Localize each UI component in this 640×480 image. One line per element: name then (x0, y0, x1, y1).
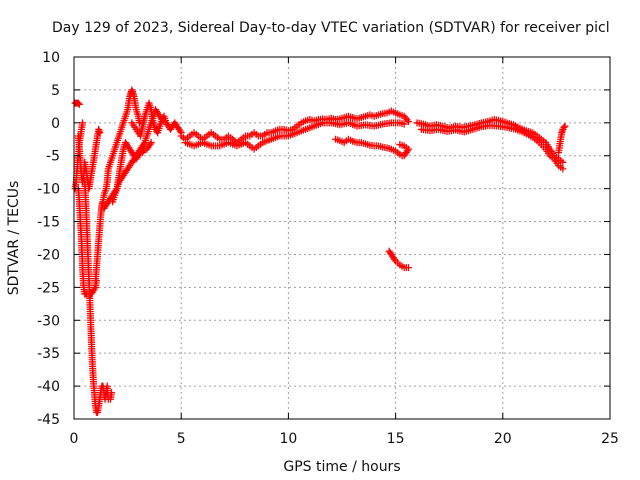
data-point (403, 147, 411, 155)
y-tick-label: 10 (42, 50, 60, 66)
chart-title: Day 129 of 2023, Sidereal Day-to-day VTE… (52, 20, 610, 36)
data-point (75, 100, 83, 108)
data-point (400, 120, 408, 128)
y-tick-label: 0 (51, 116, 60, 132)
data-point (404, 264, 412, 272)
y-tick-label: -40 (37, 379, 60, 395)
data-point (404, 118, 412, 126)
y-axis-label: SDTVAR / TECUs (6, 181, 22, 296)
data-point (135, 119, 143, 127)
data-point (140, 147, 148, 155)
y-axis-ticks: 10 5 0 -5 -10 -15 -20 -25 -30 -35 -40 -45 (37, 50, 610, 428)
y-tick-label: -45 (37, 412, 60, 428)
series-plateau_b (181, 119, 408, 153)
data-point (108, 389, 116, 397)
data-point (135, 150, 143, 158)
x-tick-label: 10 (279, 431, 297, 447)
series-plateau_a (177, 107, 412, 147)
data-point (559, 158, 567, 166)
series-branch_c (332, 135, 412, 160)
series-loop (109, 139, 155, 206)
data-point (396, 141, 404, 149)
data-point (561, 122, 569, 130)
data-points (71, 86, 569, 416)
series-late_c (555, 122, 569, 156)
y-tick-label: -15 (37, 215, 60, 231)
x-axis-ticks: 0 5 10 15 20 25 (70, 57, 619, 447)
data-point (147, 139, 155, 147)
series-start_top (71, 99, 83, 108)
data-point (96, 129, 104, 137)
data-point (79, 119, 87, 127)
data-point (146, 140, 154, 148)
x-axis-label: GPS time / hours (283, 459, 400, 475)
series-late_b (417, 121, 567, 173)
y-tick-label: 5 (51, 83, 60, 99)
y-tick-label: -25 (37, 280, 60, 296)
x-tick-label: 0 (70, 431, 79, 447)
series-isolated (385, 247, 412, 272)
data-point (74, 99, 82, 107)
data-point (140, 140, 148, 148)
x-tick-label: 15 (387, 431, 405, 447)
data-point (559, 165, 567, 173)
data-point (176, 127, 184, 135)
plot-frame (73, 56, 611, 420)
y-tick-label: -5 (46, 149, 60, 165)
grid (74, 57, 610, 419)
series-drop_b (74, 185, 101, 298)
series-recovery_a (91, 86, 143, 285)
data-point (560, 123, 568, 131)
x-tick-label: 25 (601, 431, 619, 447)
data-point (391, 255, 399, 263)
y-tick-label: -10 (37, 182, 60, 198)
x-tick-label: 20 (494, 431, 512, 447)
series-deep_dip (81, 178, 116, 416)
y-tick-label: -30 (37, 313, 60, 329)
x-tick-label: 5 (177, 431, 186, 447)
y-tick-label: -35 (37, 346, 60, 362)
y-tick-label: -20 (37, 247, 60, 263)
series-early_wave (128, 99, 185, 140)
